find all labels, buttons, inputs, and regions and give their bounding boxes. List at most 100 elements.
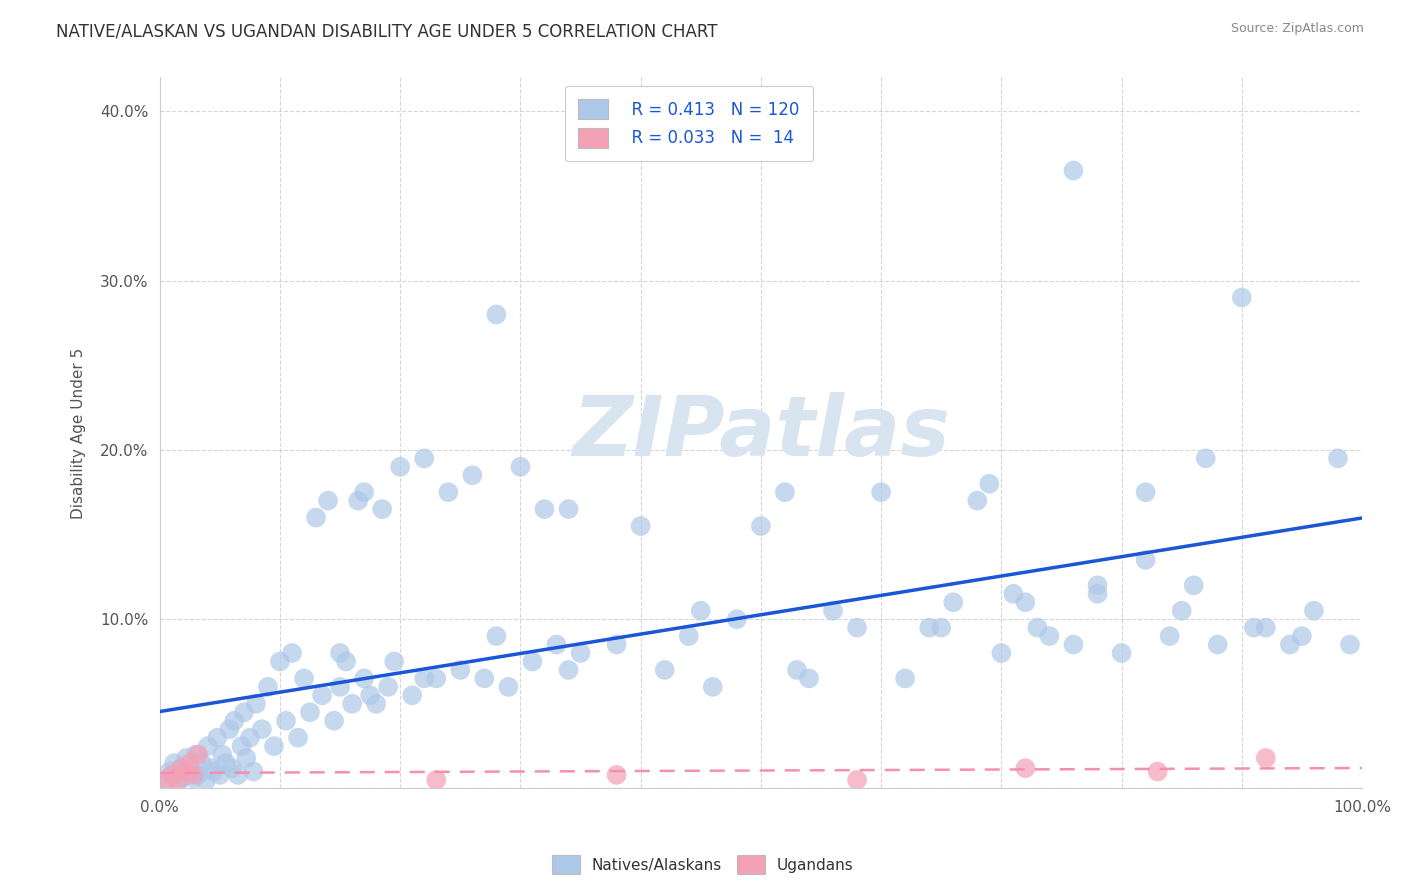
Point [287, 731, 309, 745]
Point [274, 714, 297, 728]
Point [786, 663, 808, 677]
Point [183, 768, 205, 782]
Point [353, 672, 375, 686]
Point [401, 689, 423, 703]
Point [1278, 638, 1301, 652]
Point [245, 697, 267, 711]
Point [725, 612, 748, 626]
Point [174, 764, 197, 779]
Point [389, 459, 412, 474]
Point [678, 629, 700, 643]
Text: NATIVE/ALASKAN VS UGANDAN DISABILITY AGE UNDER 5 CORRELATION CHART: NATIVE/ALASKAN VS UGANDAN DISABILITY AGE… [56, 22, 717, 40]
Point [821, 604, 844, 618]
Point [224, 714, 246, 728]
Point [211, 747, 233, 762]
Point [231, 739, 253, 753]
Point [371, 502, 394, 516]
Point [1303, 604, 1326, 618]
Point [606, 638, 628, 652]
Point [235, 751, 257, 765]
Point [846, 621, 869, 635]
Point [689, 604, 711, 618]
Point [425, 772, 447, 787]
Point [160, 768, 183, 782]
Point [207, 731, 229, 745]
Point [155, 776, 177, 790]
Y-axis label: Disability Age Under 5: Disability Age Under 5 [72, 347, 86, 518]
Point [1135, 553, 1157, 567]
Point [606, 768, 628, 782]
Point [269, 655, 291, 669]
Point [1254, 621, 1277, 635]
Point [472, 672, 495, 686]
Point [166, 776, 188, 790]
Point [533, 502, 555, 516]
Point [197, 739, 219, 753]
Point [382, 655, 405, 669]
Point [311, 689, 333, 703]
Point [942, 595, 965, 609]
Point [1254, 751, 1277, 765]
Point [157, 764, 180, 779]
Point [1291, 629, 1313, 643]
Point [242, 764, 264, 779]
Legend:   R = 0.413   N = 120,   R = 0.033   N =  14: R = 0.413 N = 120, R = 0.033 N = 14 [565, 86, 813, 161]
Point [187, 747, 209, 762]
Point [250, 722, 273, 736]
Point [1182, 578, 1205, 592]
Point [1087, 578, 1109, 592]
Point [174, 751, 197, 765]
Point [1170, 604, 1192, 618]
Point [461, 468, 484, 483]
Point [522, 655, 544, 669]
Point [929, 621, 952, 635]
Point [1339, 638, 1361, 652]
Point [509, 459, 531, 474]
Point [179, 756, 201, 770]
Point [218, 722, 240, 736]
Point [292, 672, 315, 686]
Point [281, 646, 304, 660]
Point [155, 772, 177, 787]
Point [1135, 485, 1157, 500]
Point [170, 761, 193, 775]
Point [1159, 629, 1181, 643]
Point [425, 672, 447, 686]
Point [485, 629, 508, 643]
Point [239, 731, 262, 745]
Point [557, 502, 579, 516]
Point [1002, 587, 1025, 601]
Point [323, 714, 346, 728]
Point [191, 756, 214, 770]
Point [263, 739, 285, 753]
Point [437, 485, 460, 500]
Point [1014, 761, 1036, 775]
Text: Source: ZipAtlas.com: Source: ZipAtlas.com [1230, 22, 1364, 36]
Point [749, 519, 772, 533]
Point [1327, 451, 1350, 466]
Point [485, 308, 508, 322]
Point [170, 761, 193, 775]
Point [187, 768, 209, 782]
Text: ZIPatlas: ZIPatlas [572, 392, 950, 474]
Point [654, 663, 676, 677]
Point [184, 747, 207, 762]
Point [630, 519, 652, 533]
Legend: Natives/Alaskans, Ugandans: Natives/Alaskans, Ugandans [546, 849, 860, 880]
Point [163, 756, 186, 770]
Point [215, 756, 238, 770]
Point [183, 772, 205, 786]
Point [702, 680, 724, 694]
Point [221, 761, 243, 775]
Point [773, 485, 796, 500]
Point [1014, 595, 1036, 609]
Point [366, 697, 388, 711]
Point [413, 451, 436, 466]
Point [305, 510, 328, 524]
Point [1026, 621, 1049, 635]
Point [979, 476, 1001, 491]
Point [160, 768, 183, 782]
Point [347, 493, 370, 508]
Point [413, 672, 436, 686]
Point [316, 493, 339, 508]
